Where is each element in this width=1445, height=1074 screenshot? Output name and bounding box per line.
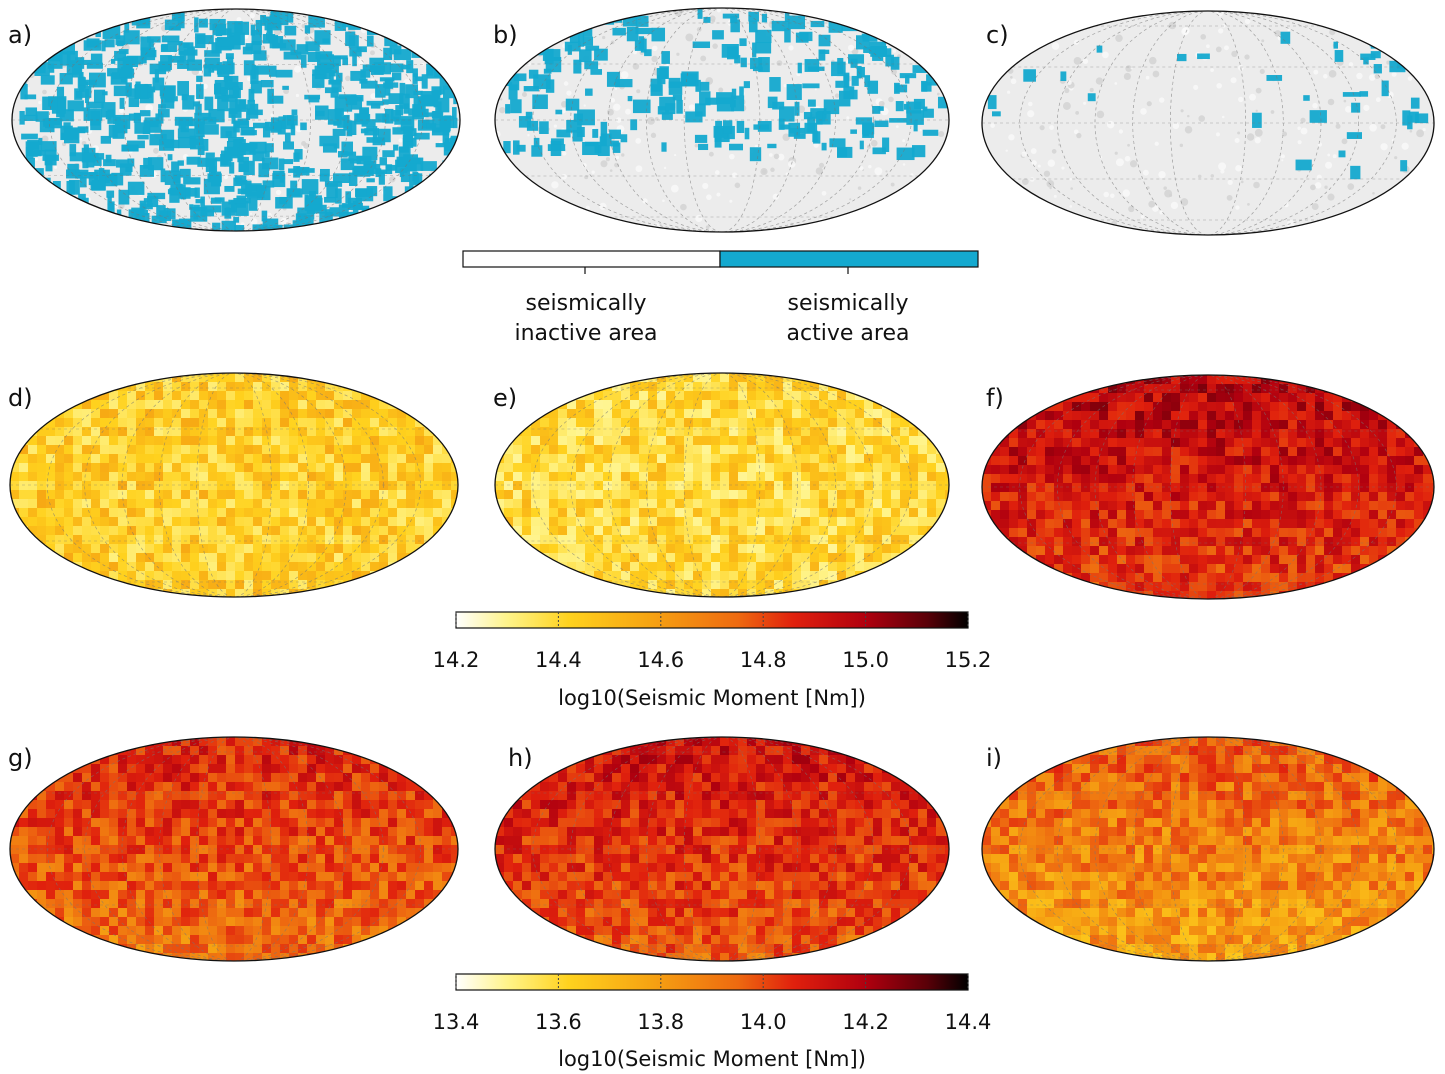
active-label-line2: active area bbox=[787, 321, 910, 346]
colorbar-1-title: log10(Seismic Moment [Nm]) bbox=[558, 686, 866, 710]
map-d bbox=[9, 372, 459, 598]
colorbar-tick-label: 15.0 bbox=[842, 648, 889, 672]
map-b bbox=[494, 7, 950, 233]
panel-c: c) bbox=[981, 10, 1435, 236]
panel-label-i: i) bbox=[986, 744, 1002, 772]
panel-label-a: a) bbox=[8, 21, 32, 49]
panel-label-b: b) bbox=[493, 21, 518, 49]
panel-d: d) bbox=[8, 372, 459, 598]
colorbar-tick-label: 14.4 bbox=[945, 1010, 992, 1034]
inactive-swatch bbox=[462, 250, 721, 268]
inactive-label-line1: seismically bbox=[526, 291, 647, 316]
colorbar-tick-label: 13.8 bbox=[637, 1010, 684, 1034]
colorbar-tick-label: 14.0 bbox=[740, 1010, 787, 1034]
colorbar-tick-label: 14.6 bbox=[637, 648, 684, 672]
panel-label-e: e) bbox=[493, 384, 517, 412]
map-a bbox=[11, 8, 461, 232]
panel-label-h: h) bbox=[508, 744, 533, 772]
colorbar-2-title: log10(Seismic Moment [Nm]) bbox=[558, 1047, 866, 1071]
panel-label-f: f) bbox=[986, 384, 1004, 412]
map-g bbox=[9, 736, 459, 962]
panel-e: e) bbox=[493, 372, 950, 598]
map-h bbox=[494, 736, 950, 962]
panel-b: b) bbox=[493, 7, 950, 233]
panel-label-c: c) bbox=[986, 21, 1009, 49]
inactive-label-line2: inactive area bbox=[515, 321, 658, 346]
active-label-line1: seismically bbox=[788, 291, 909, 316]
colorbar-tick-label: 15.2 bbox=[945, 648, 992, 672]
binary-legend: seismically inactive area seismically ac… bbox=[462, 250, 979, 346]
colorbar-1-gradient bbox=[455, 611, 969, 629]
colorbar-1: 14.2 14.4 14.6 14.8 15.0 15.2 log10(Seismic M… bbox=[433, 611, 992, 710]
colorbar-tick-label: 14.8 bbox=[740, 648, 787, 672]
panel-a: a) bbox=[8, 8, 461, 232]
panel-label-d: d) bbox=[8, 384, 33, 412]
colorbar-tick-label: 13.6 bbox=[535, 1010, 582, 1034]
panel-label-g: g) bbox=[8, 744, 33, 772]
panel-f: f) bbox=[981, 374, 1435, 600]
panel-h: h) bbox=[494, 736, 950, 962]
map-i bbox=[981, 736, 1435, 962]
active-swatch bbox=[719, 250, 979, 268]
colorbar-2-gradient bbox=[455, 973, 969, 991]
colorbar-tick-label: 14.2 bbox=[842, 1010, 889, 1034]
colorbar-tick-label: 14.2 bbox=[433, 648, 480, 672]
panel-i: i) bbox=[981, 736, 1435, 962]
map-e bbox=[494, 372, 950, 598]
panel-g: g) bbox=[8, 736, 459, 962]
colorbar-2: 13.4 13.6 13.8 14.0 14.2 14.4 log10(Seismic M… bbox=[433, 973, 992, 1071]
colorbar-tick-label: 14.4 bbox=[535, 648, 582, 672]
map-c bbox=[981, 10, 1435, 236]
map-f bbox=[981, 374, 1435, 600]
colorbar-tick-label: 13.4 bbox=[433, 1010, 480, 1034]
